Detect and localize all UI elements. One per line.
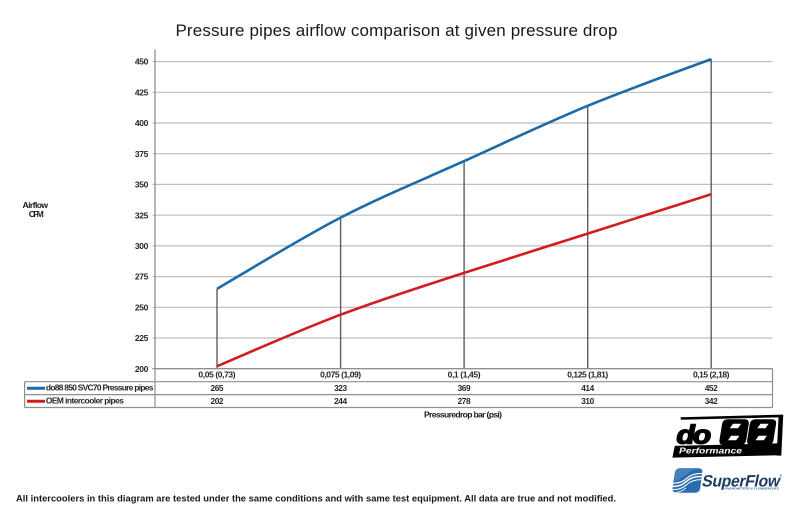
svg-text:275: 275: [135, 272, 149, 282]
svg-text:369: 369: [458, 383, 471, 393]
svg-text:375: 375: [135, 149, 149, 159]
svg-text:325: 325: [135, 210, 149, 220]
svg-text:SuperFlow: SuperFlow: [700, 472, 782, 491]
svg-text:342: 342: [705, 396, 718, 406]
svg-text:®: ®: [780, 474, 783, 478]
svg-text:0,125 (1,81): 0,125 (1,81): [567, 370, 608, 380]
svg-text:265: 265: [211, 383, 224, 393]
svg-text:250: 250: [135, 302, 149, 312]
svg-text:do: do: [677, 420, 712, 449]
svg-text:0,15 (2,18): 0,15 (2,18): [693, 370, 730, 380]
svg-text:350: 350: [135, 180, 149, 190]
svg-text:425: 425: [135, 87, 149, 97]
svg-text:450: 450: [135, 57, 149, 67]
svg-text:225: 225: [135, 333, 149, 343]
svg-text:414: 414: [581, 383, 594, 393]
svg-text:CFM: CFM: [29, 209, 44, 219]
svg-text:400: 400: [135, 118, 149, 128]
svg-text:323: 323: [334, 383, 347, 393]
svg-text:do88 850 SVC70 Pressure pipes: do88 850 SVC70 Pressure pipes: [46, 383, 154, 393]
svg-text:DYNAMOMETERS & FLOWBENCHES: DYNAMOMETERS & FLOWBENCHES: [722, 486, 779, 490]
svg-text:278: 278: [458, 396, 471, 406]
svg-text:Airflow: Airflow: [23, 200, 49, 210]
svg-text:0,1 (1,45): 0,1 (1,45): [448, 370, 481, 380]
svg-text:OEM intercooler pipes: OEM intercooler pipes: [46, 395, 124, 405]
svg-text:452: 452: [705, 383, 718, 393]
svg-text:300: 300: [135, 241, 149, 251]
svg-text:All intercoolers in this diagr: All intercoolers in this diagram are tes…: [16, 493, 616, 503]
svg-text:0,075 (1,09): 0,075 (1,09): [320, 370, 361, 380]
svg-text:0,05 (0,73): 0,05 (0,73): [198, 370, 235, 380]
svg-text:Performance: Performance: [679, 447, 743, 456]
svg-text:244: 244: [334, 396, 347, 406]
svg-text:Pressure pipes airflow compari: Pressure pipes airflow comparison at giv…: [175, 21, 617, 40]
svg-text:310: 310: [581, 396, 594, 406]
svg-text:Pressuredrop bar (psi): Pressuredrop bar (psi): [424, 410, 502, 420]
svg-text:202: 202: [211, 396, 224, 406]
svg-text:200: 200: [135, 364, 149, 374]
